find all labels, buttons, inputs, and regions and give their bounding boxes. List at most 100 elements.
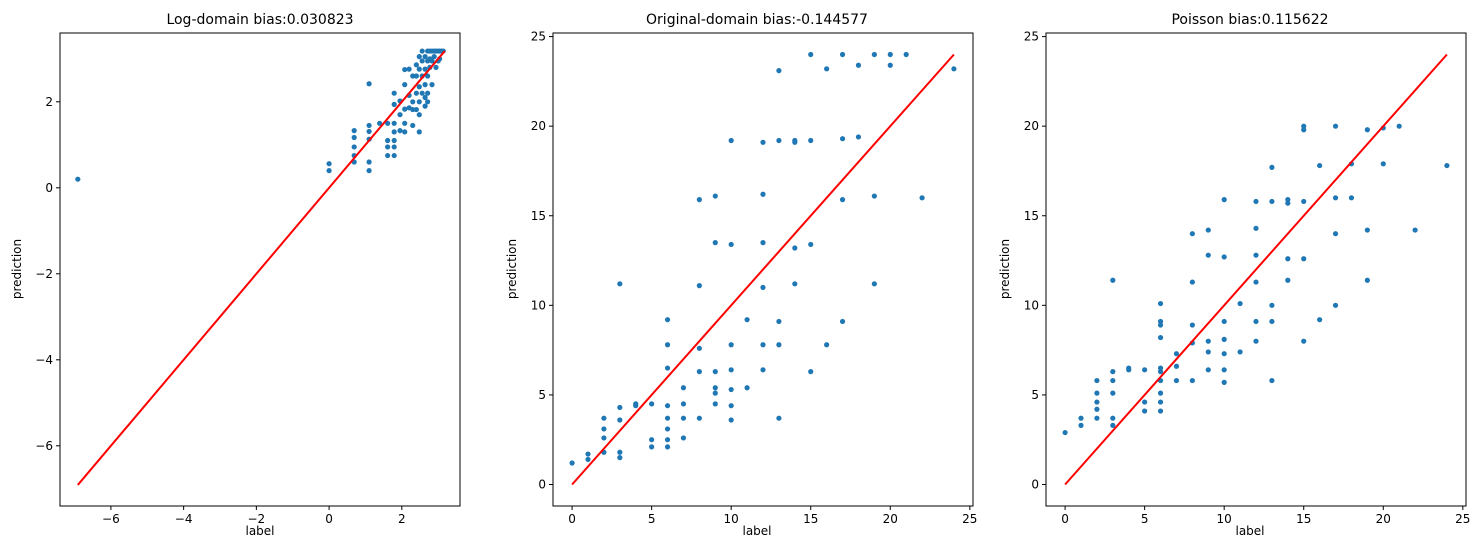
scatter-point xyxy=(1269,302,1275,308)
scatter-point xyxy=(696,197,702,203)
scatter-point xyxy=(410,122,416,129)
scatter-point xyxy=(728,417,734,423)
scatter-point xyxy=(402,120,408,126)
scatter-point xyxy=(712,193,718,199)
scatter-point xyxy=(416,54,422,60)
scatter-point xyxy=(1269,198,1275,205)
scatter-point xyxy=(649,437,655,443)
axis-ticks: 0 5 10 15 20 25 0 5 10 15 20 25 xyxy=(531,30,978,526)
scatter-point xyxy=(792,139,798,145)
scatter-point xyxy=(1253,318,1259,325)
scatter-point xyxy=(839,197,846,203)
y-tick-label: 2 xyxy=(45,95,53,109)
scatter-point xyxy=(1157,318,1164,325)
scatter-point xyxy=(377,120,383,126)
scatter-point xyxy=(406,66,412,72)
scatter-point xyxy=(839,51,846,58)
scatter-point xyxy=(391,101,397,107)
scatter-point xyxy=(839,136,846,142)
subplot-original-domain: Original-domain bias:-0.144577 0 5 10 15 20 2… xyxy=(505,12,977,538)
scatter-point xyxy=(664,365,671,371)
x-tick-label: 20 xyxy=(883,512,898,526)
scatter-point xyxy=(664,342,671,348)
scatter-point xyxy=(410,99,416,105)
scatter-point xyxy=(391,144,397,150)
scatter-point xyxy=(1173,377,1180,384)
scatter-point xyxy=(617,455,623,461)
scatter-point xyxy=(1110,422,1116,428)
scatter-point xyxy=(712,369,718,375)
scatter-point xyxy=(1157,300,1164,307)
scatter-point xyxy=(1332,302,1339,308)
scatter-point xyxy=(728,367,734,373)
scatter-point xyxy=(1110,369,1116,375)
scatter-point xyxy=(585,456,591,463)
scatter-point xyxy=(1094,406,1100,412)
scatter-point xyxy=(728,342,734,348)
scatter-point xyxy=(1301,338,1307,344)
scatter-point xyxy=(1221,254,1227,260)
scatter-point xyxy=(391,120,397,126)
scatter-point xyxy=(1142,399,1148,405)
y-tick-label: 25 xyxy=(1024,30,1039,44)
axes-frame xyxy=(552,32,974,507)
scatter-point xyxy=(680,385,687,391)
scatter-point xyxy=(402,82,408,88)
x-tick-label: −6 xyxy=(102,512,120,526)
scatter-point xyxy=(728,386,734,393)
subplot-poisson: Poisson bias:0.115622 0 5 10 15 20 25 0 5 10 15 20… xyxy=(998,12,1470,538)
y-axis-label: prediction xyxy=(505,239,519,299)
scatter-point xyxy=(413,90,419,96)
scatter-point xyxy=(1094,390,1100,396)
y-tick-label: 5 xyxy=(1031,388,1039,402)
x-tick-label: 2 xyxy=(398,512,406,526)
scatter-point xyxy=(728,403,734,409)
scatter-point xyxy=(1173,363,1180,369)
scatter-point xyxy=(760,191,766,197)
scatter-point xyxy=(1332,123,1339,129)
scatter-point xyxy=(776,137,782,144)
x-tick-label: 10 xyxy=(724,512,739,526)
scatter-point xyxy=(1157,399,1164,405)
scatter-point xyxy=(1285,256,1291,262)
scatter-point xyxy=(680,415,687,421)
identity-line xyxy=(1064,53,1448,486)
scatter-point xyxy=(391,90,397,96)
scatter-point xyxy=(351,128,357,134)
scatter-point xyxy=(1237,300,1243,307)
scatter-point xyxy=(402,106,408,112)
scatter-point xyxy=(1110,390,1116,396)
scatter-point xyxy=(1157,322,1164,328)
y-axis-label: prediction xyxy=(998,239,1012,299)
scatter-point xyxy=(416,112,422,118)
scatter-point xyxy=(1205,338,1211,344)
scatter-point xyxy=(1157,390,1164,396)
scatter-point xyxy=(696,283,702,289)
scatter-point xyxy=(808,241,814,248)
x-tick-label: 15 xyxy=(1296,512,1311,526)
scatter-point xyxy=(1253,338,1259,344)
y-tick-label: 15 xyxy=(1024,209,1039,223)
scatter-point xyxy=(1237,349,1243,355)
scatter-point xyxy=(1205,227,1211,233)
plot-area xyxy=(1062,53,1450,486)
scatter-point xyxy=(617,404,623,411)
scatter-point xyxy=(601,426,607,432)
scatter-point xyxy=(824,66,830,72)
x-tick-label: −2 xyxy=(248,512,266,526)
x-tick-label: 25 xyxy=(1455,512,1470,526)
scatter-point xyxy=(744,317,750,323)
x-axis-label: label xyxy=(245,524,274,538)
subplot-title: Log-domain bias:0.030823 xyxy=(166,12,353,28)
scatter-point xyxy=(1189,279,1195,285)
scatter-point xyxy=(601,415,607,421)
subplot-log-domain: Log-domain bias:0.030823 −6 −4 −2 0 2 −6 −4 −2 0… xyxy=(10,12,461,538)
y-tick-label: 5 xyxy=(538,388,546,402)
x-tick-label: 5 xyxy=(648,512,656,526)
scatter-point xyxy=(1364,227,1370,233)
scatter-point xyxy=(1110,277,1116,283)
subplot-title: Original-domain bias:-0.144577 xyxy=(646,12,868,28)
scatter-point xyxy=(680,435,687,441)
scatter-point xyxy=(664,437,671,443)
